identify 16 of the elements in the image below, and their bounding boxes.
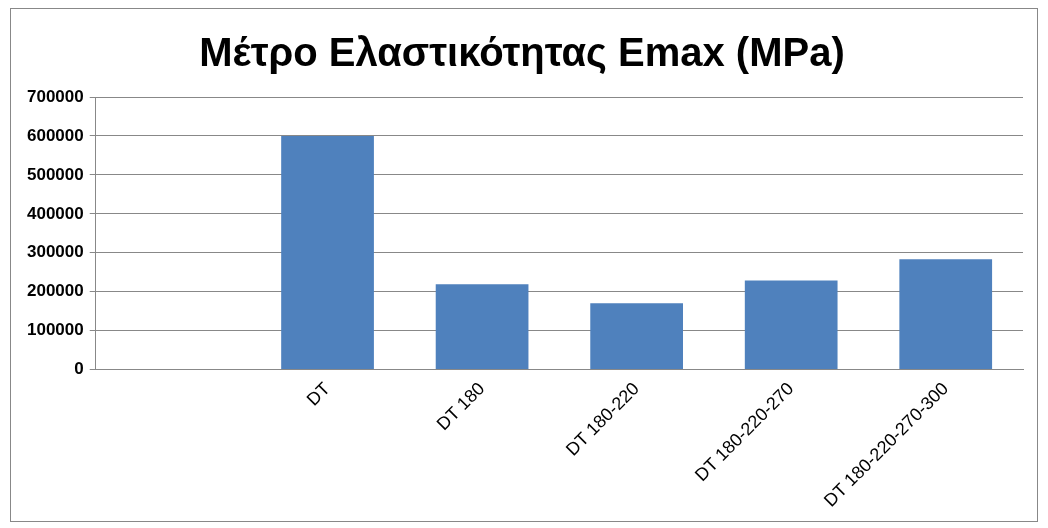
bar [590,303,683,370]
y-tick-label: 700000 [26,86,84,106]
y-tick-label: 300000 [26,242,84,262]
y-tick-label: 0 [74,359,84,379]
chart-title: Μέτρο Ελαστικότητας Emax (MPa) [199,30,845,76]
bar [281,135,374,370]
bar [744,280,838,370]
y-tick-label: 600000 [26,125,84,145]
bar [899,259,993,370]
y-tick-label: 100000 [26,320,84,340]
x-tick-label: DT 180 [432,378,489,435]
y-tick-label: 200000 [26,281,84,301]
bar [435,284,529,370]
y-tick-label: 500000 [26,164,84,184]
y-tick-label: 400000 [26,203,84,223]
x-tick-label: DT [302,378,334,410]
